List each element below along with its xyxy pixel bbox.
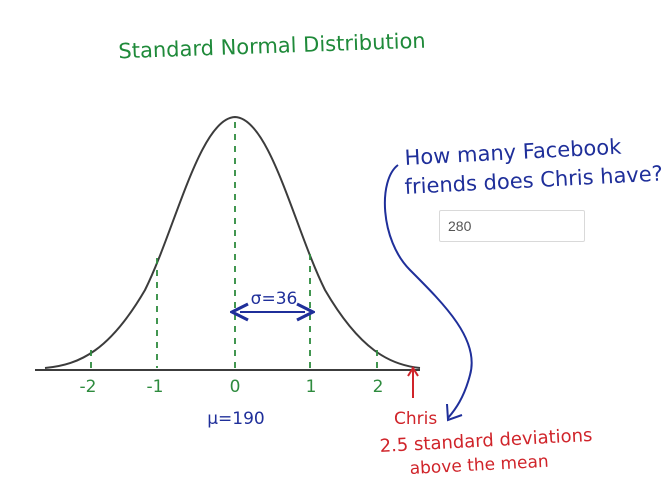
chris-note-line-2: above the mean [409, 452, 549, 479]
chart-title: Standard Normal Distribution [118, 29, 426, 64]
question-to-chris-arrow [383, 164, 473, 419]
tick-label: -1 [147, 377, 164, 397]
arrow-head-icon [446, 403, 463, 422]
sigma-label: σ=36 [251, 289, 298, 309]
tick-label: 1 [306, 377, 317, 397]
chris-note-line-1: 2.5 standard deviations [379, 425, 593, 457]
chris-name: Chris [394, 409, 437, 429]
answer-input[interactable] [439, 210, 585, 242]
bell-curve [44, 115, 421, 369]
mean-label: μ=190 [207, 409, 265, 429]
chris-marker [407, 366, 419, 398]
tick-label: -2 [80, 377, 97, 397]
tick-label: 2 [373, 377, 384, 397]
sd-guides [90, 122, 378, 368]
tick-label: 0 [230, 377, 241, 397]
